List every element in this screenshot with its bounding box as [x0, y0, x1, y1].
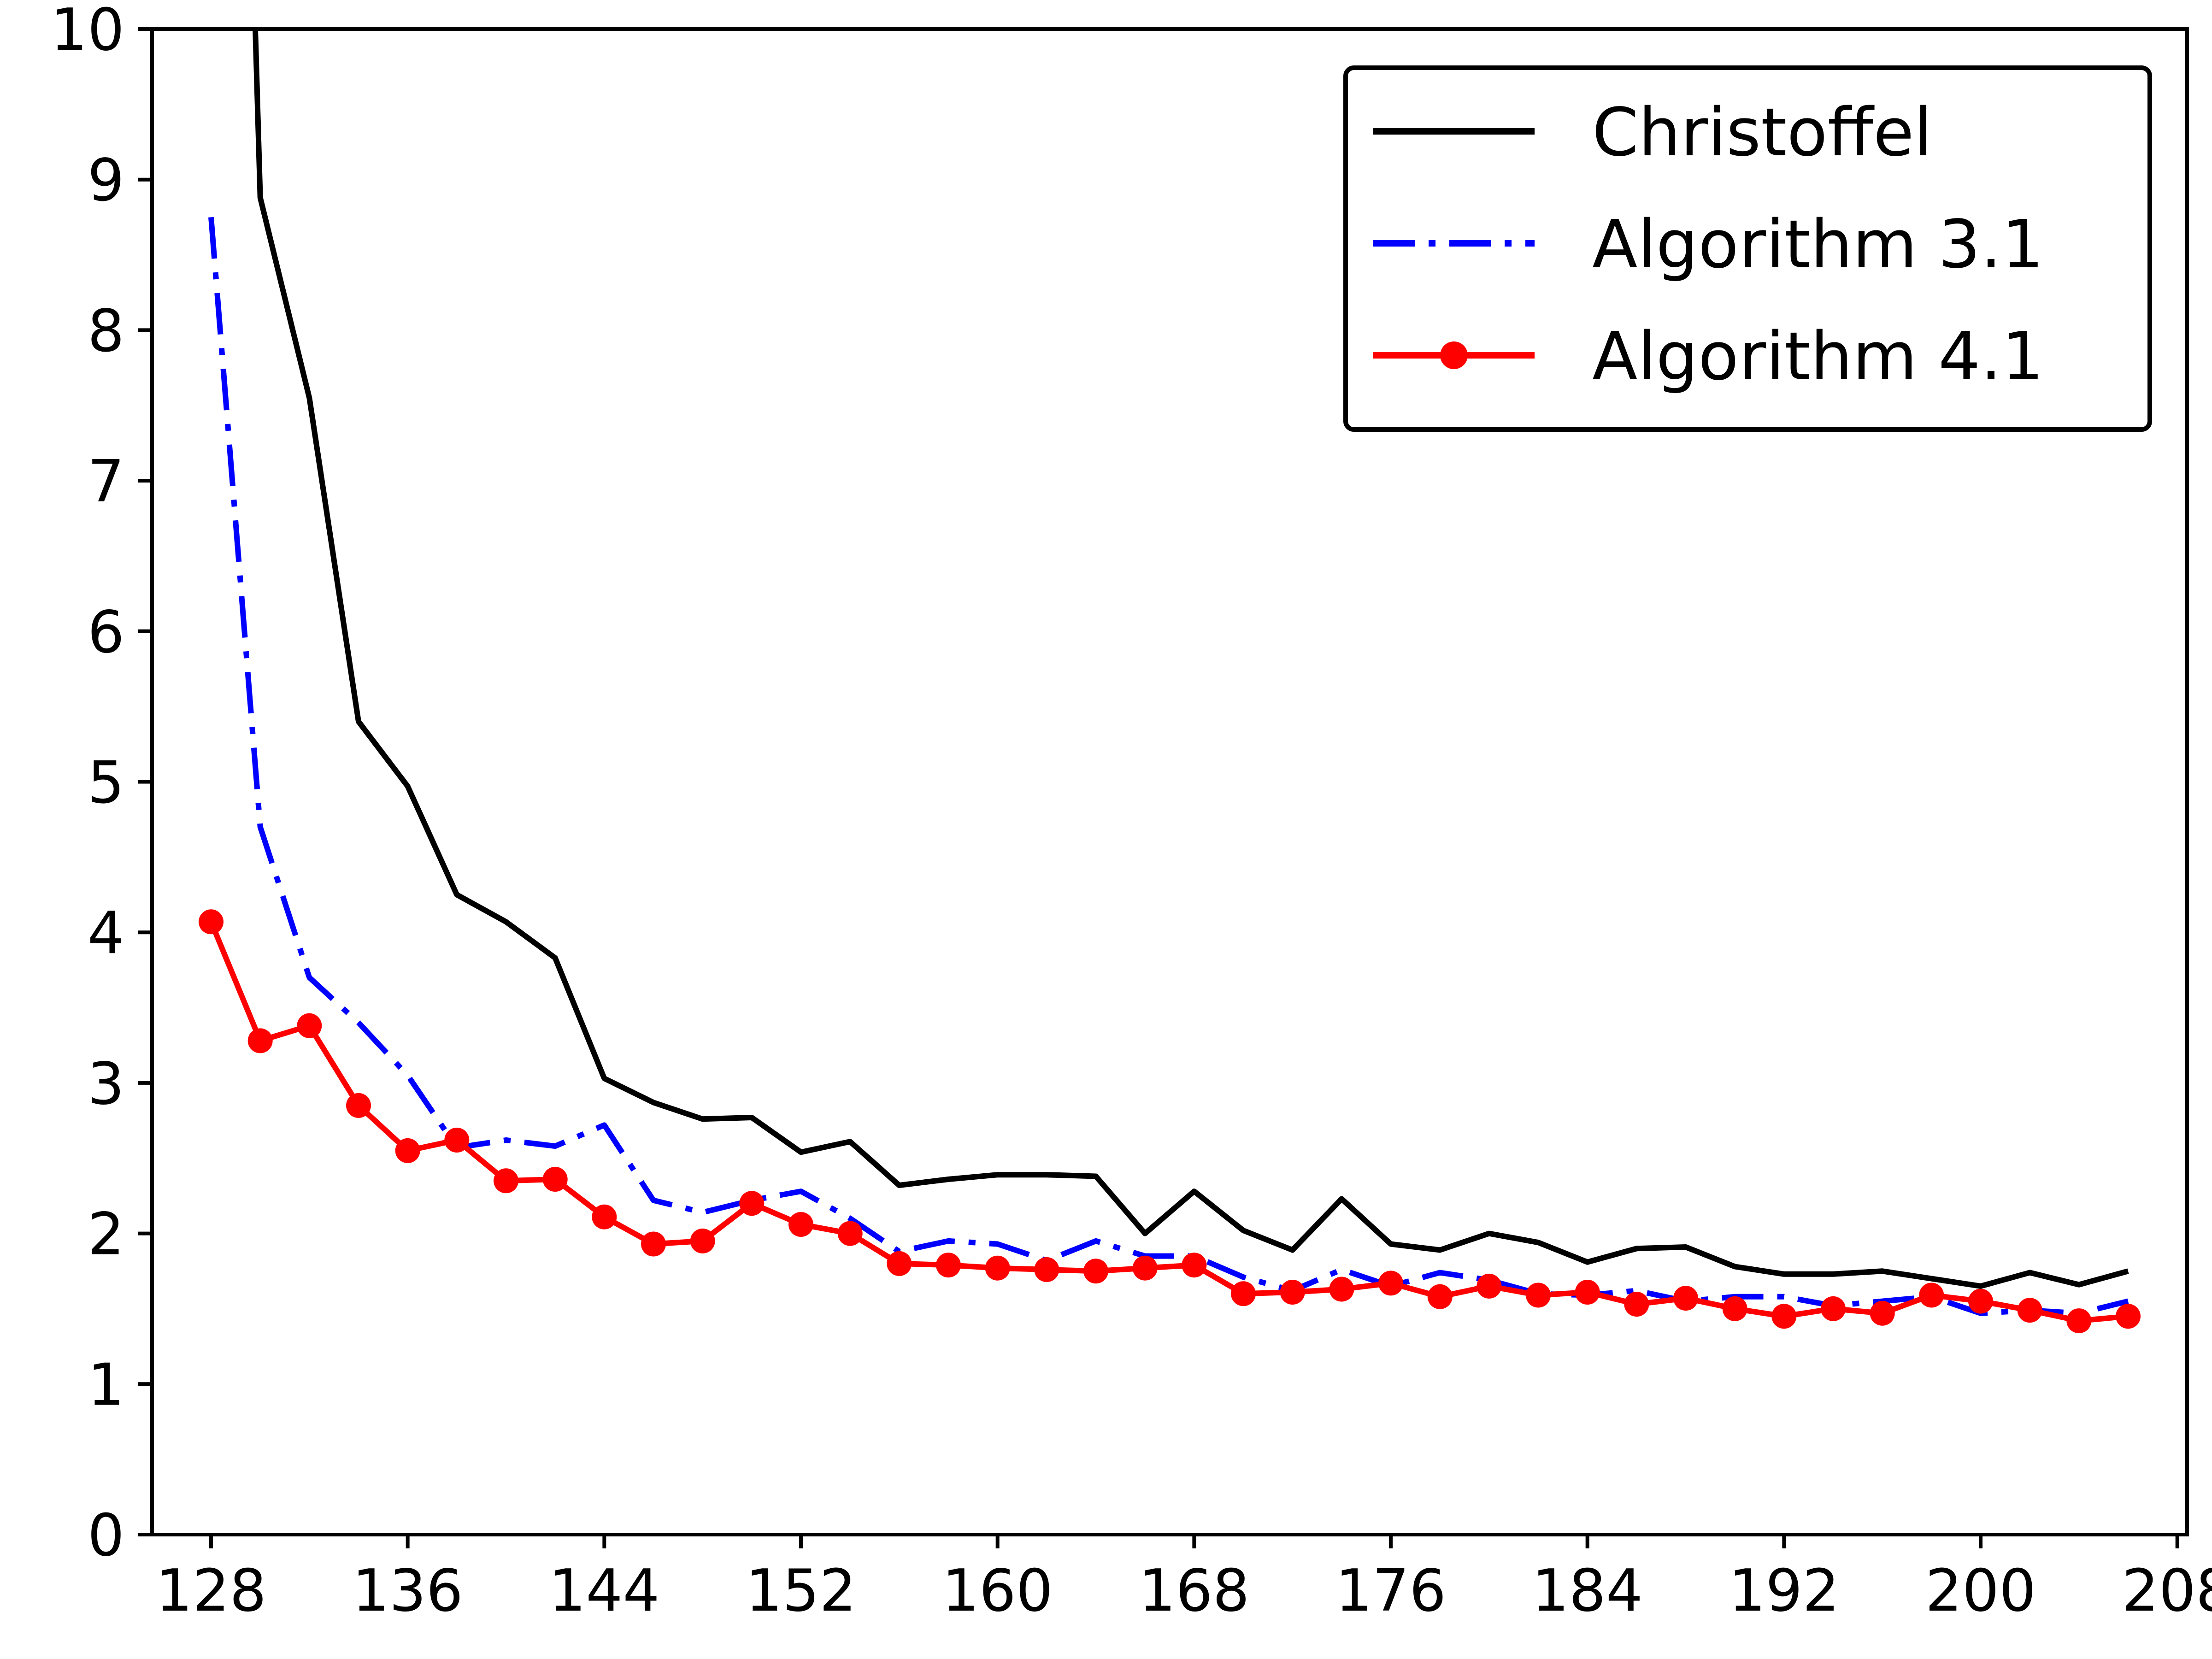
data-point — [1919, 1282, 1944, 1308]
legend: Christoffel Algorithm 3.1 Algorithm 4.1 — [1343, 65, 2152, 432]
legend-box — [1343, 65, 2152, 432]
series-christoffel — [253, 29, 2129, 1289]
y-tick-label: 2 — [88, 1200, 124, 1268]
data-point — [247, 1028, 273, 1053]
data-point — [1132, 1255, 1158, 1281]
data-point — [1083, 1259, 1108, 1284]
series-algorithm-3-1 — [208, 217, 2129, 1316]
data-point — [395, 1138, 420, 1163]
series-layer — [199, 29, 2141, 1334]
data-point — [2017, 1298, 2042, 1323]
data-point — [1870, 1300, 1895, 1326]
data-point — [1329, 1277, 1354, 1302]
data-point — [444, 1128, 470, 1153]
y-tick-label: 8 — [88, 297, 124, 365]
data-point — [985, 1255, 1010, 1281]
data-point — [199, 909, 224, 935]
data-point — [690, 1228, 715, 1253]
data-point — [1182, 1253, 1207, 1278]
data-point — [1231, 1281, 1256, 1306]
x-tick-label: 184 — [1532, 1557, 1643, 1624]
data-point — [1673, 1286, 1698, 1311]
x-tick-label: 136 — [352, 1557, 463, 1624]
data-point — [1526, 1282, 1551, 1308]
y-tick-label: 6 — [88, 598, 124, 666]
x-tick-label: 152 — [746, 1557, 857, 1624]
x-tick-label: 160 — [942, 1557, 1053, 1624]
data-point — [1968, 1288, 1993, 1314]
axes-layer: 128 136 144 152 160 168 176 184 192 200 208 0 1 2 3 4 5 6… — [51, 0, 2212, 1624]
y-tick-label: 0 — [88, 1501, 124, 1569]
y-tick-label: 3 — [88, 1050, 124, 1118]
data-point — [1722, 1296, 1747, 1321]
data-point — [592, 1204, 617, 1230]
x-tick-label: 128 — [156, 1557, 267, 1624]
y-tick-label: 10 — [51, 0, 124, 64]
data-point — [1280, 1280, 1305, 1305]
data-point — [1575, 1280, 1600, 1305]
x-tick-label: 208 — [2122, 1557, 2212, 1624]
data-point — [837, 1221, 863, 1246]
data-point — [739, 1191, 765, 1216]
legend-label: Algorithm 3.1 — [1592, 206, 2044, 283]
legend-label: Christoffel — [1592, 94, 1932, 171]
y-tick-label: 9 — [88, 147, 124, 214]
x-tick-label: 168 — [1139, 1557, 1250, 1624]
data-point — [1624, 1292, 1649, 1317]
legend-marker — [1440, 341, 1468, 369]
x-tick-label: 176 — [1335, 1557, 1447, 1624]
data-point — [2116, 1304, 2141, 1329]
x-tick-label: 144 — [549, 1557, 660, 1624]
x-tick-label: 200 — [1925, 1557, 2036, 1624]
data-point — [936, 1253, 961, 1278]
data-point — [2066, 1308, 2092, 1334]
y-tick-label: 4 — [88, 899, 124, 967]
data-point — [788, 1212, 813, 1237]
data-point — [641, 1231, 666, 1257]
data-point — [1821, 1296, 1846, 1321]
x-tick-label: 192 — [1729, 1557, 1840, 1624]
data-point — [494, 1168, 518, 1194]
y-tick-label: 1 — [88, 1351, 124, 1418]
series-line-christoffel — [253, 29, 2129, 1289]
data-point — [346, 1093, 371, 1118]
data-point — [1427, 1284, 1453, 1309]
series-algorithm-4-1 — [199, 909, 2141, 1334]
data-point — [1771, 1304, 1797, 1329]
y-tick-label: 5 — [88, 749, 124, 817]
series-line-algorithm-3-1 — [208, 217, 2129, 1316]
y-tick-label: 7 — [88, 447, 124, 515]
legend-label: Algorithm 4.1 — [1592, 318, 2044, 395]
data-point — [1477, 1273, 1502, 1299]
data-point — [542, 1167, 568, 1192]
data-point — [1378, 1271, 1403, 1296]
series-line-algorithm-4-1 — [208, 921, 2129, 1324]
data-point — [297, 1013, 322, 1038]
data-point — [1034, 1257, 1059, 1282]
data-point — [887, 1251, 912, 1276]
